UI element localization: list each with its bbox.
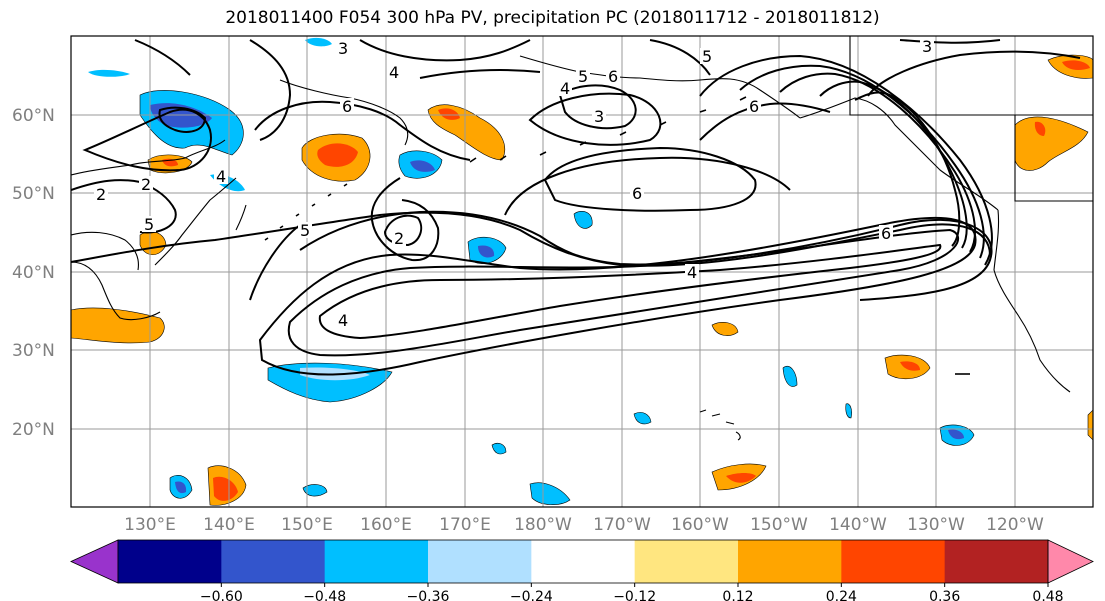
colorbar-extend-high [1047,539,1094,584]
colorbar: −0.60 −0.48 −0.36 −0.24 −0.12 0.12 0.24 0.36 0.4… [70,539,1094,601]
colorbar-segment [841,540,946,583]
lat-label: 50°N [12,184,55,204]
colorbar-segment [944,540,1049,583]
lon-label: 170°E [439,515,491,535]
precip-patch [948,429,964,440]
colorbar-segment [118,540,222,583]
contour-label: 2 [96,185,106,204]
precip-patch [71,307,165,344]
contour-label: 6 [342,97,352,116]
contour-label: 5 [144,215,154,234]
contour-label: 4 [687,263,697,282]
contour-label: 5 [702,47,712,66]
lon-label: 180°W [514,515,572,535]
contour-label: 6 [632,184,642,203]
colorbar-segment [531,540,636,583]
contour-label: 3 [922,37,932,56]
colorbar-segment [428,540,532,583]
precip-patch [317,143,358,167]
contour-label: 3 [594,107,604,126]
map-title: 2018011400 F054 300 hPa PV, precipitatio… [225,8,880,28]
colorbar-segment [324,540,429,583]
precip-patch [726,473,756,483]
colorbar-tick-label: 0.12 [722,589,753,601]
contour-label: 4 [389,63,399,82]
precip-patch [302,484,328,497]
colorbar-segment [221,540,326,583]
latitude-labels: 60°N 50°N 40°N 30°N 20°N [12,106,55,440]
lon-label: 160°E [360,515,412,535]
contour-label: 6 [608,67,618,86]
contour-label: 5 [578,67,588,86]
lon-label: 130°E [124,515,176,535]
precip-patch [410,160,435,172]
precip-patch [900,361,920,371]
colorbar-tick-label: −0.12 [613,589,656,601]
colorbar-frame [117,539,1049,584]
colorbar-extend-low [70,539,119,584]
lat-label: 30°N [12,341,55,361]
contour-label: 6 [749,97,759,116]
precip-patch [175,481,187,494]
precip-patch [1034,121,1046,136]
colorbar-tick-label: −0.60 [200,589,243,601]
contour-label: 2 [141,175,151,194]
colorbar-segment [634,540,739,583]
colorbar-tick-label: −0.48 [303,589,346,601]
precip-patch [478,245,495,258]
contour-label: 3 [338,39,348,58]
pv-contour-labels: 2 2 2 3 3 4 4 4 4 5 5 5 6 6 [94,37,934,330]
precip-patch [845,403,852,419]
lat-label: 60°N [12,106,55,126]
lon-label: 170°W [593,515,651,535]
colorbar-tick-label: −0.36 [407,589,450,601]
pv-contours [71,39,1081,376]
precip-patch [782,365,798,387]
lon-label: 130°W [907,515,965,535]
contour-label: 5 [300,221,310,240]
precip-patch [305,37,332,47]
lon-label: 160°W [671,515,729,535]
longitude-labels: 130°E 140°E 150°E 160°E 170°E 180°W 170°… [124,515,1044,535]
precip-patch [491,442,507,455]
lon-label: 140°E [203,515,255,535]
lat-label: 40°N [12,263,55,283]
contour-label: 2 [394,229,404,248]
precip-patch [1087,409,1093,441]
contour-label: 4 [560,79,570,98]
lon-label: 140°W [829,515,887,535]
lon-label: 150°E [281,515,333,535]
lon-label: 120°W [986,515,1044,535]
colorbar-segment [738,540,842,583]
colorbar-tick-label: 0.36 [929,589,960,601]
precip-patch [1014,116,1089,171]
lat-label: 20°N [12,420,55,440]
contour-label: 6 [881,224,891,243]
precip-patch [1062,60,1090,70]
precip-patch [573,211,593,229]
colorbar-tick-label: 0.24 [826,589,857,601]
contour-label: 4 [216,167,226,186]
colorbar-tick-label: −0.24 [510,589,553,601]
contour-label: 4 [338,311,348,330]
precip-patch [438,108,460,120]
precip-patch [88,69,130,77]
precip-patch [711,322,739,336]
precip-patch [633,412,652,425]
lon-label: 150°W [750,515,808,535]
precip-patch [213,476,238,501]
map-frame [70,35,1094,508]
colorbar-tick-label: 0.48 [1032,589,1063,601]
